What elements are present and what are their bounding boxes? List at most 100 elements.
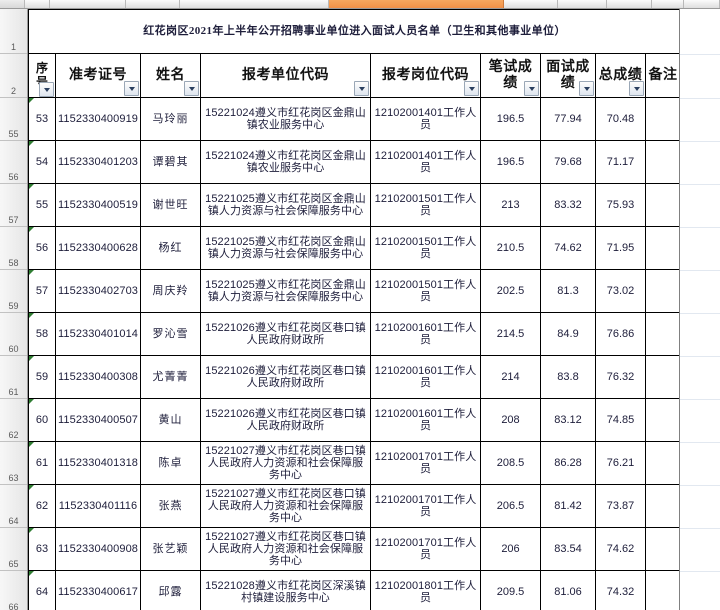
cell-exam_no[interactable]: 1152330400308: [55, 355, 141, 399]
row-header-62[interactable]: 62: [0, 398, 27, 442]
cell-interview[interactable]: 81.06: [540, 570, 596, 610]
col-header-note[interactable]: 备注: [644, 53, 682, 98]
column-header-d[interactable]: [180, 0, 329, 8]
cell-unit_code[interactable]: 15221027遵义市红花岗区巷口镇人民政府人力资源和社会保障服务中心: [200, 484, 371, 528]
cell-note[interactable]: [644, 484, 682, 528]
cell-name[interactable]: 谭碧其: [140, 140, 201, 184]
cell-interview[interactable]: 83.54: [540, 527, 596, 571]
col-header-post-code[interactable]: 报考岗位代码: [370, 53, 481, 98]
cell-exam_no[interactable]: 1152330400908: [55, 527, 141, 571]
cell-name[interactable]: 张艺颖: [140, 527, 201, 571]
cell-post_code[interactable]: 12102001501工作人员: [370, 183, 481, 227]
filter-dropdown-icon-exam-no[interactable]: [124, 81, 139, 96]
cell-note[interactable]: [644, 183, 682, 227]
cell-total[interactable]: 76.32: [595, 355, 646, 399]
cell-total[interactable]: 74.32: [595, 570, 646, 610]
col-header-written[interactable]: 笔试成绩: [480, 53, 541, 98]
row-header-2[interactable]: 2: [0, 53, 27, 98]
table-row[interactable]: 62 1152330401116 张燕 15221027遵义市红花岗区巷口镇人民政府人…: [28, 484, 682, 528]
table-row[interactable]: 53 1152330400919 马玲丽 15221024遵义市红花岗区金鼎山镇农业服…: [28, 97, 682, 141]
cell-name[interactable]: 谢世旺: [140, 183, 201, 227]
cell-interview[interactable]: 84.9: [540, 312, 596, 356]
col-header-unit-code[interactable]: 报考单位代码: [200, 53, 371, 98]
cell-note[interactable]: [644, 140, 682, 184]
cell-written[interactable]: 214: [480, 355, 541, 399]
cell-exam_no[interactable]: 1152330400519: [55, 183, 141, 227]
column-header-strip[interactable]: [0, 0, 720, 9]
table-row[interactable]: 63 1152330400908 张艺颖 15221027遵义市红花岗区巷口镇人民政府…: [28, 527, 682, 571]
cell-note[interactable]: [644, 355, 682, 399]
cell-seq[interactable]: 63: [28, 527, 56, 571]
cell-name[interactable]: 周庆羚: [140, 269, 201, 313]
cell-name[interactable]: 尤菁菁: [140, 355, 201, 399]
cell-interview[interactable]: 83.32: [540, 183, 596, 227]
cell-post_code[interactable]: 12102001501工作人员: [370, 226, 481, 270]
cell-note[interactable]: [644, 312, 682, 356]
filter-dropdown-icon-written[interactable]: [524, 81, 539, 96]
cell-post_code[interactable]: 12102001701工作人员: [370, 527, 481, 571]
cell-written[interactable]: 213: [480, 183, 541, 227]
cell-written[interactable]: 196.5: [480, 140, 541, 184]
cell-seq[interactable]: 57: [28, 269, 56, 313]
table-row[interactable]: 57 1152330402703 周庆羚 15221025遵义市红花岗区金鼎山镇人力资…: [28, 269, 682, 313]
cell-unit_code[interactable]: 15221026遵义市红花岗区巷口镇人民政府财政所: [200, 312, 371, 356]
cell-seq[interactable]: 62: [28, 484, 56, 528]
cell-unit_code[interactable]: 15221028遵义市红花岗区深溪镇村镇建设服务中心: [200, 570, 371, 610]
column-header-i[interactable]: [652, 0, 684, 8]
cell-interview[interactable]: 77.94: [540, 97, 596, 141]
cell-unit_code[interactable]: 15221025遵义市红花岗区金鼎山镇人力资源与社会保障服务中心: [200, 183, 371, 227]
filter-dropdown-icon-total[interactable]: [629, 81, 644, 96]
cell-name[interactable]: 杨红: [140, 226, 201, 270]
cell-exam_no[interactable]: 1152330400919: [55, 97, 141, 141]
cell-name[interactable]: 张燕: [140, 484, 201, 528]
cell-post_code[interactable]: 12102001401工作人员: [370, 97, 481, 141]
row-header-66[interactable]: 66: [0, 570, 27, 610]
cell-seq[interactable]: 54: [28, 140, 56, 184]
cell-interview[interactable]: 83.8: [540, 355, 596, 399]
cell-total[interactable]: 74.85: [595, 398, 646, 442]
cell-exam_no[interactable]: 1152330400507: [55, 398, 141, 442]
cell-interview[interactable]: 83.12: [540, 398, 596, 442]
cell-exam_no[interactable]: 1152330401203: [55, 140, 141, 184]
cell-unit_code[interactable]: 15221025遵义市红花岗区金鼎山镇人力资源与社会保障服务中心: [200, 226, 371, 270]
cell-unit_code[interactable]: 15221024遵义市红花岗区金鼎山镇农业服务中心: [200, 97, 371, 141]
table-row[interactable]: 61 1152330401318 陈卓 15221027遵义市红花岗区巷口镇人民政府人…: [28, 441, 682, 485]
filter-dropdown-icon-name[interactable]: [184, 81, 199, 96]
column-header-f[interactable]: [503, 0, 558, 8]
filter-dropdown-icon-seq[interactable]: [39, 82, 54, 97]
cell-seq[interactable]: 59: [28, 355, 56, 399]
cell-unit_code[interactable]: 15221024遵义市红花岗区金鼎山镇农业服务中心: [200, 140, 371, 184]
cell-name[interactable]: 罗沁雪: [140, 312, 201, 356]
table-row[interactable]: 56 1152330400628 杨红 15221025遵义市红花岗区金鼎山镇人力资源…: [28, 226, 682, 270]
column-header-c[interactable]: [126, 0, 181, 8]
row-header-65[interactable]: 65: [0, 527, 27, 571]
cell-post_code[interactable]: 12102001601工作人员: [370, 355, 481, 399]
cell-exam_no[interactable]: 1152330401014: [55, 312, 141, 356]
cell-written[interactable]: 206.5: [480, 484, 541, 528]
table-row[interactable]: 58 1152330401014 罗沁雪 15221026遵义市红花岗区巷口镇人民政府…: [28, 312, 682, 356]
cell-name[interactable]: 黄山: [140, 398, 201, 442]
cell-total[interactable]: 73.87: [595, 484, 646, 528]
row-header-61[interactable]: 61: [0, 355, 27, 399]
col-header-total[interactable]: 总成绩: [595, 53, 646, 98]
cell-written[interactable]: 206: [480, 527, 541, 571]
column-header-b[interactable]: [49, 0, 127, 8]
cell-note[interactable]: [644, 97, 682, 141]
cell-written[interactable]: 196.5: [480, 97, 541, 141]
cell-post_code[interactable]: 12102001501工作人员: [370, 269, 481, 313]
cell-total[interactable]: 75.93: [595, 183, 646, 227]
cell-note[interactable]: [644, 398, 682, 442]
row-header-59[interactable]: 59: [0, 269, 27, 313]
cell-total[interactable]: 76.86: [595, 312, 646, 356]
row-header-63[interactable]: 63: [0, 441, 27, 485]
table-row[interactable]: 64 1152330400617 邱露 15221028遵义市红花岗区深溪镇村镇建设服…: [28, 570, 682, 610]
cell-exam_no[interactable]: 1152330400628: [55, 226, 141, 270]
table-row[interactable]: 55 1152330400519 谢世旺 15221025遵义市红花岗区金鼎山镇人力资…: [28, 183, 682, 227]
column-header-g[interactable]: [557, 0, 608, 8]
cell-unit_code[interactable]: 15221027遵义市红花岗区巷口镇人民政府人力资源和社会保障服务中心: [200, 441, 371, 485]
cell-written[interactable]: 214.5: [480, 312, 541, 356]
cell-post_code[interactable]: 12102001801工作人员: [370, 570, 481, 610]
column-header-e-selected[interactable]: [328, 0, 504, 8]
cell-total[interactable]: 76.21: [595, 441, 646, 485]
cell-name[interactable]: 马玲丽: [140, 97, 201, 141]
